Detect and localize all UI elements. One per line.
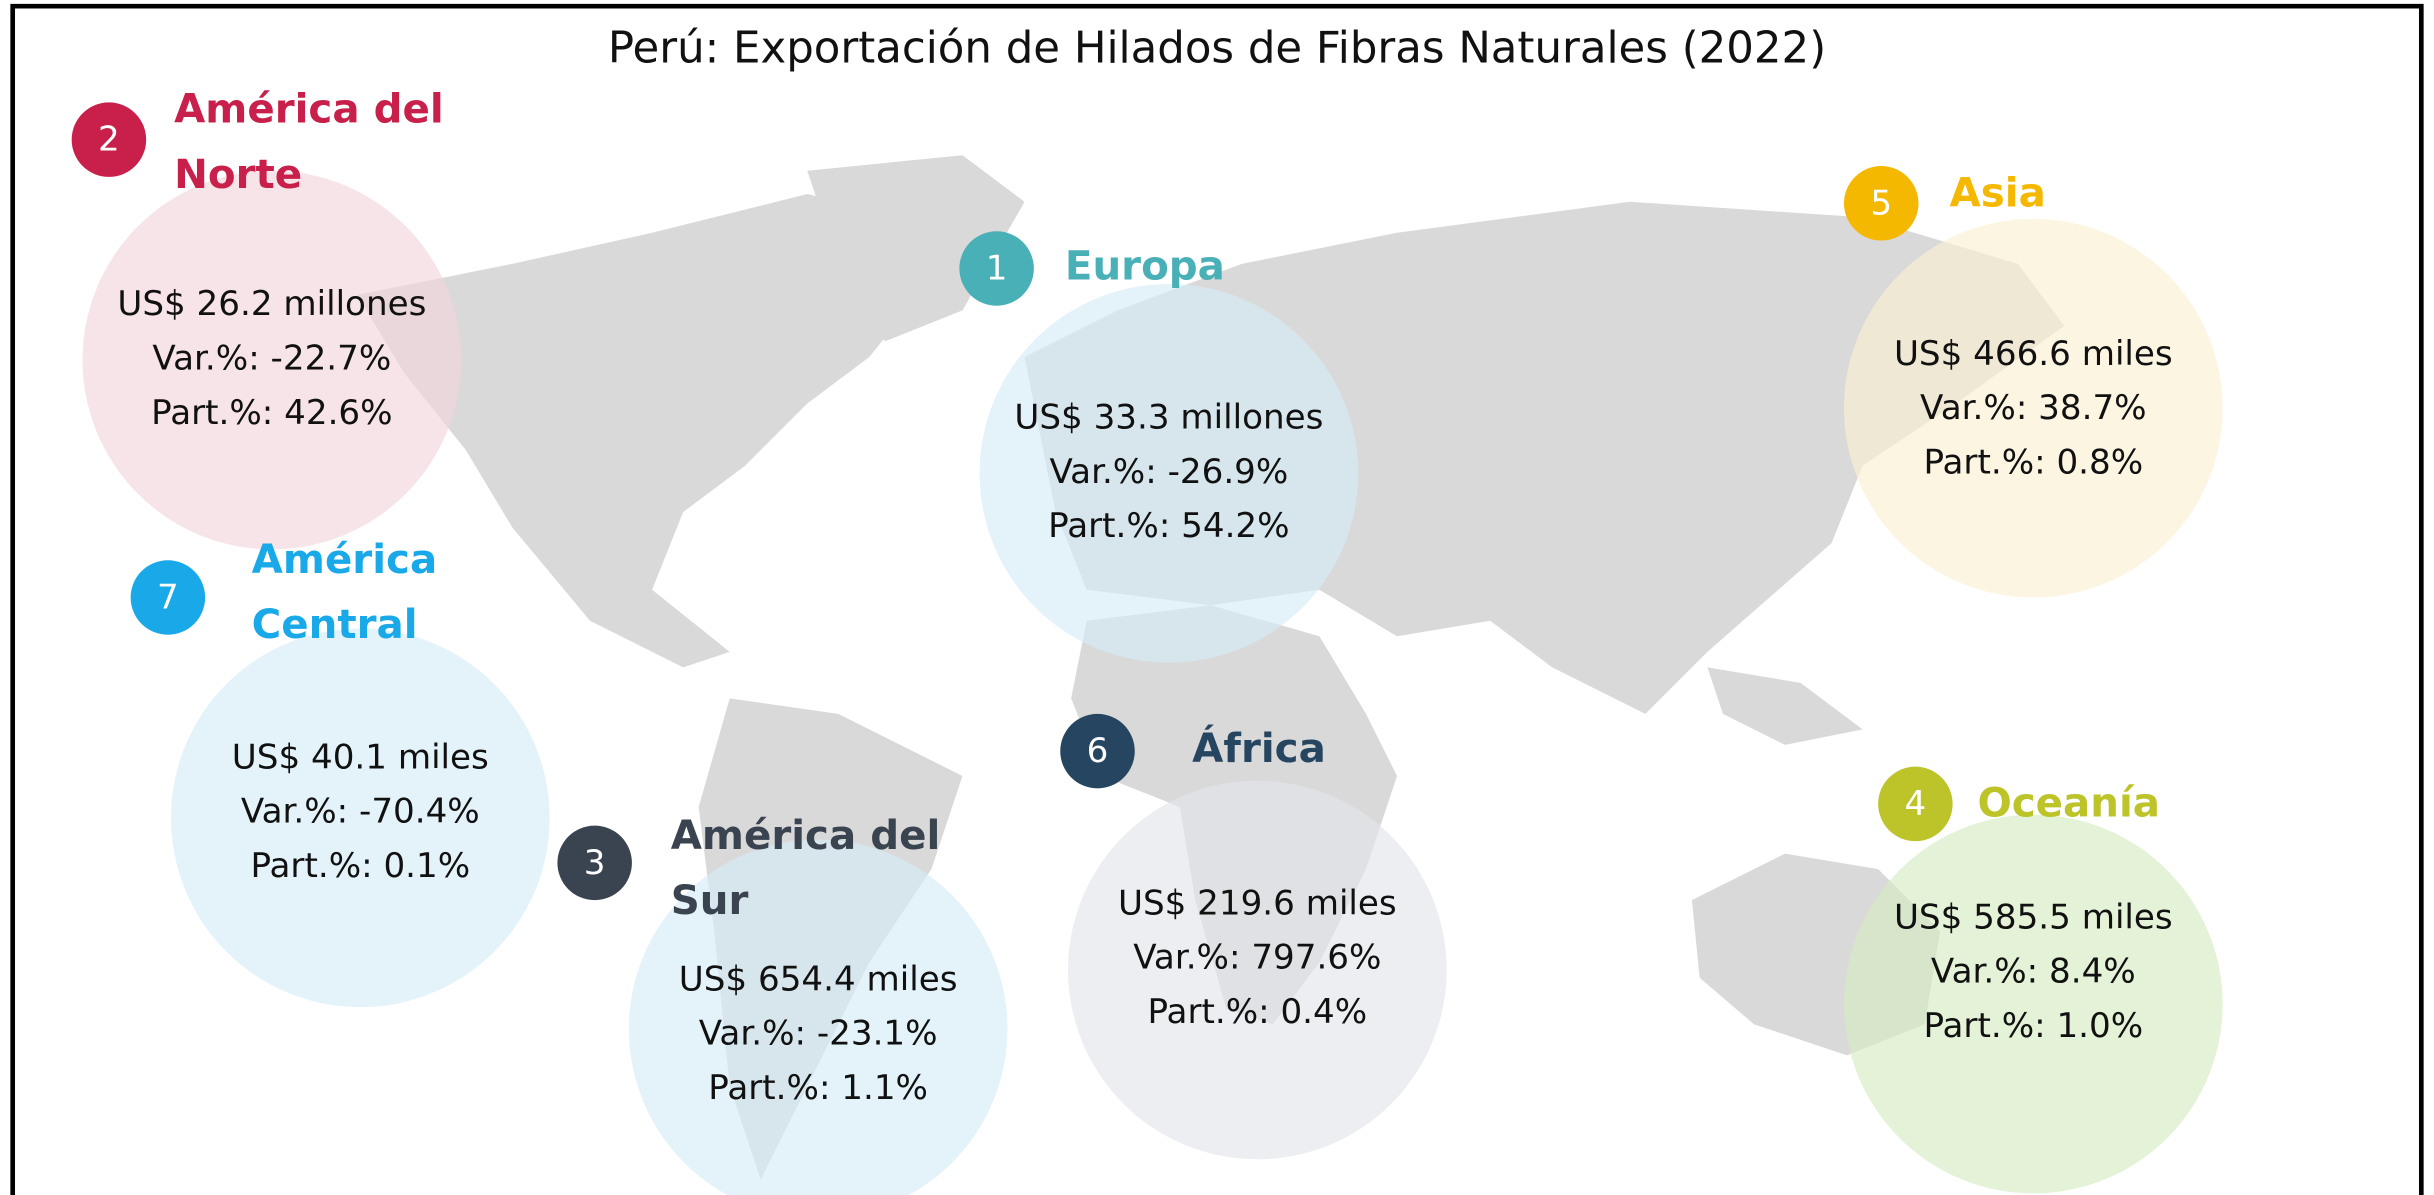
regions: 1 Europa US$ 33.3 millones Var.%: -26.9% Par… bbox=[71, 86, 2223, 1195]
region-var: Var.%: -70.4% bbox=[241, 792, 480, 832]
region-value: US$ 585.5 miles bbox=[1894, 897, 2173, 937]
region-var: Var.%: -23.1% bbox=[699, 1014, 938, 1054]
region-bubble bbox=[1068, 780, 1447, 1160]
rank-number: 2 bbox=[98, 120, 120, 160]
region-name: América del Sur bbox=[671, 812, 941, 924]
region-part: Part.%: 54.2% bbox=[1048, 506, 1289, 546]
region-var: Var.%: 38.7% bbox=[1920, 388, 2147, 428]
region-part: Part.%: 42.6% bbox=[151, 393, 392, 433]
rank-badge bbox=[1843, 166, 1919, 241]
rank-number: 7 bbox=[157, 578, 179, 618]
region-bubble bbox=[628, 839, 1008, 1195]
region-name: América del Norte bbox=[174, 86, 444, 198]
continent bbox=[357, 193, 932, 668]
region: 4 Oceanía US$ 585.5 miles Var.%: 8.4% Part.%… bbox=[1843, 766, 2223, 1194]
continent bbox=[807, 155, 1025, 342]
region-name: Oceanía bbox=[1977, 779, 2160, 826]
region-part: Part.%: 0.1% bbox=[250, 846, 470, 886]
region-var: Var.%: 797.6% bbox=[1133, 938, 1381, 978]
rank-badge bbox=[959, 231, 1034, 306]
region-bubble bbox=[170, 628, 550, 1008]
rank-number: 3 bbox=[584, 843, 606, 883]
region-value: US$ 26.2 millones bbox=[117, 284, 426, 324]
region-bubble bbox=[1843, 814, 2223, 1194]
region-part: Part.%: 1.1% bbox=[708, 1068, 928, 1108]
region-name: África bbox=[1192, 724, 1326, 772]
region: 6 África US$ 219.6 miles Var.%: 797.6% Part.… bbox=[1060, 713, 1447, 1160]
rank-badge bbox=[1060, 713, 1135, 789]
region-bubble bbox=[979, 284, 1359, 663]
rank-number: 5 bbox=[1870, 183, 1892, 223]
region: 1 Europa US$ 33.3 millones Var.%: -26.9% Par… bbox=[959, 231, 1359, 663]
region: 7 América Central US$ 40.1 miles Var.%: -70.… bbox=[130, 536, 550, 1008]
rank-badge bbox=[1878, 766, 1953, 842]
region-value: US$ 654.4 miles bbox=[679, 959, 958, 999]
rank-badge bbox=[130, 560, 206, 635]
continent bbox=[1707, 667, 1863, 745]
region: 3 América del Sur US$ 654.4 miles Var.%: -23… bbox=[557, 812, 1008, 1195]
title: Perú: Exportación de Hilados de Fibras N… bbox=[608, 24, 1826, 74]
region: 2 América del Norte US$ 26.2 millones Var.%:… bbox=[71, 86, 462, 550]
region-var: Var.%: -22.7% bbox=[152, 339, 391, 379]
rank-badge bbox=[71, 102, 147, 177]
region-part: Part.%: 0.8% bbox=[1923, 443, 2143, 483]
frame bbox=[10, 3, 2424, 1195]
region-bubble bbox=[1843, 218, 2223, 598]
region-value: US$ 33.3 millones bbox=[1014, 398, 1323, 438]
region-part: Part.%: 0.4% bbox=[1148, 992, 1368, 1032]
region-bubble bbox=[82, 170, 462, 550]
rank-badge bbox=[557, 825, 632, 901]
region-name: Asia bbox=[1950, 170, 2046, 217]
region-value: US$ 219.6 miles bbox=[1118, 883, 1397, 923]
region-name: América Central bbox=[252, 536, 437, 648]
rank-number: 6 bbox=[1087, 731, 1109, 771]
region: 5 Asia US$ 466.6 miles Var.%: 38.7% Part.%: … bbox=[1843, 166, 2223, 598]
rank-number: 1 bbox=[986, 249, 1008, 289]
region-part: Part.%: 1.0% bbox=[1923, 1006, 2143, 1046]
region-var: Var.%: 8.4% bbox=[1931, 952, 2136, 992]
rank-number: 4 bbox=[1905, 784, 1927, 824]
region-var: Var.%: -26.9% bbox=[1049, 452, 1288, 492]
region-name: Europa bbox=[1065, 242, 1225, 289]
region-value: US$ 40.1 miles bbox=[232, 737, 489, 777]
region-value: US$ 466.6 miles bbox=[1894, 334, 2173, 374]
